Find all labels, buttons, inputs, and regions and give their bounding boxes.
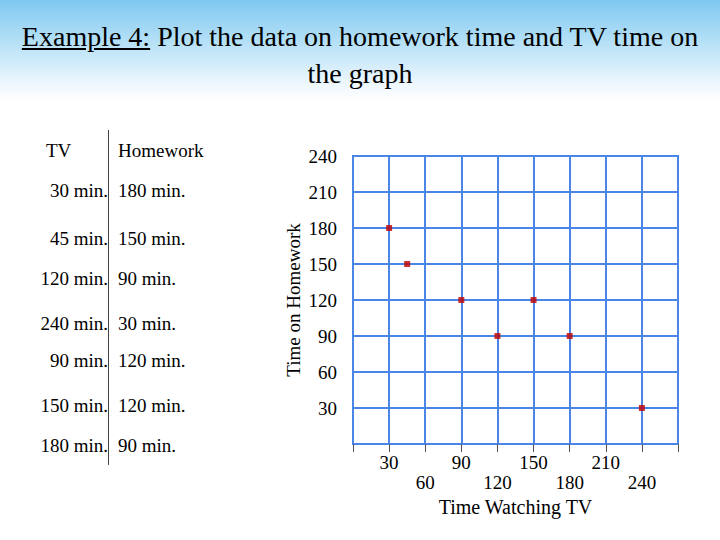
svg-text:180: 180 [555, 472, 584, 493]
html-text:120 min.: 120 min. [40, 268, 108, 289]
html-text:90 min.: 90 min. [49, 350, 108, 371]
svg-text:180: 180 [309, 218, 338, 239]
svg-text:120: 120 [483, 472, 512, 493]
html-text:120 min.: 120 min. [118, 350, 186, 371]
svg-text:210: 210 [592, 452, 621, 473]
svg-text:150: 150 [519, 452, 548, 473]
html-text:120 min.: 120 min. [118, 395, 186, 416]
html-text:Homework: Homework [118, 140, 204, 161]
svg-text:60: 60 [416, 472, 435, 493]
html-text:180 min.: 180 min. [40, 435, 108, 456]
html-text:150 min.: 150 min. [118, 228, 186, 249]
svg-text:Time Watching TV: Time Watching TV [439, 496, 593, 519]
svg-text:240: 240 [628, 472, 657, 493]
html-text:90 min.: 90 min. [118, 268, 177, 289]
svg-text:Time on Homework: Time on Homework [283, 223, 304, 377]
svg-text:90: 90 [318, 326, 337, 347]
svg-text:240: 240 [309, 146, 338, 167]
svg-text:30: 30 [380, 452, 399, 473]
html-text:TV: TV [46, 140, 72, 161]
svg-text:120: 120 [309, 290, 338, 311]
html-text:240 min.: 240 min. [40, 313, 108, 334]
html-text:30 min.: 30 min. [49, 180, 108, 201]
html-text:150 min.: 150 min. [40, 395, 108, 416]
html-text:30 min.: 30 min. [118, 313, 177, 334]
html-text:180 min.: 180 min. [118, 180, 186, 201]
svg-text:210: 210 [309, 182, 338, 203]
svg-text:30: 30 [318, 398, 337, 419]
svg-text:150: 150 [309, 254, 338, 275]
svg-text:90: 90 [452, 452, 471, 473]
html-text:90 min.: 90 min. [118, 435, 177, 456]
svg-text:60: 60 [318, 362, 337, 383]
html-text:45 min.: 45 min. [49, 228, 108, 249]
html-text:Example 4: Plot the data on ho: Example 4: Plot the data on homework tim… [21, 21, 699, 89]
